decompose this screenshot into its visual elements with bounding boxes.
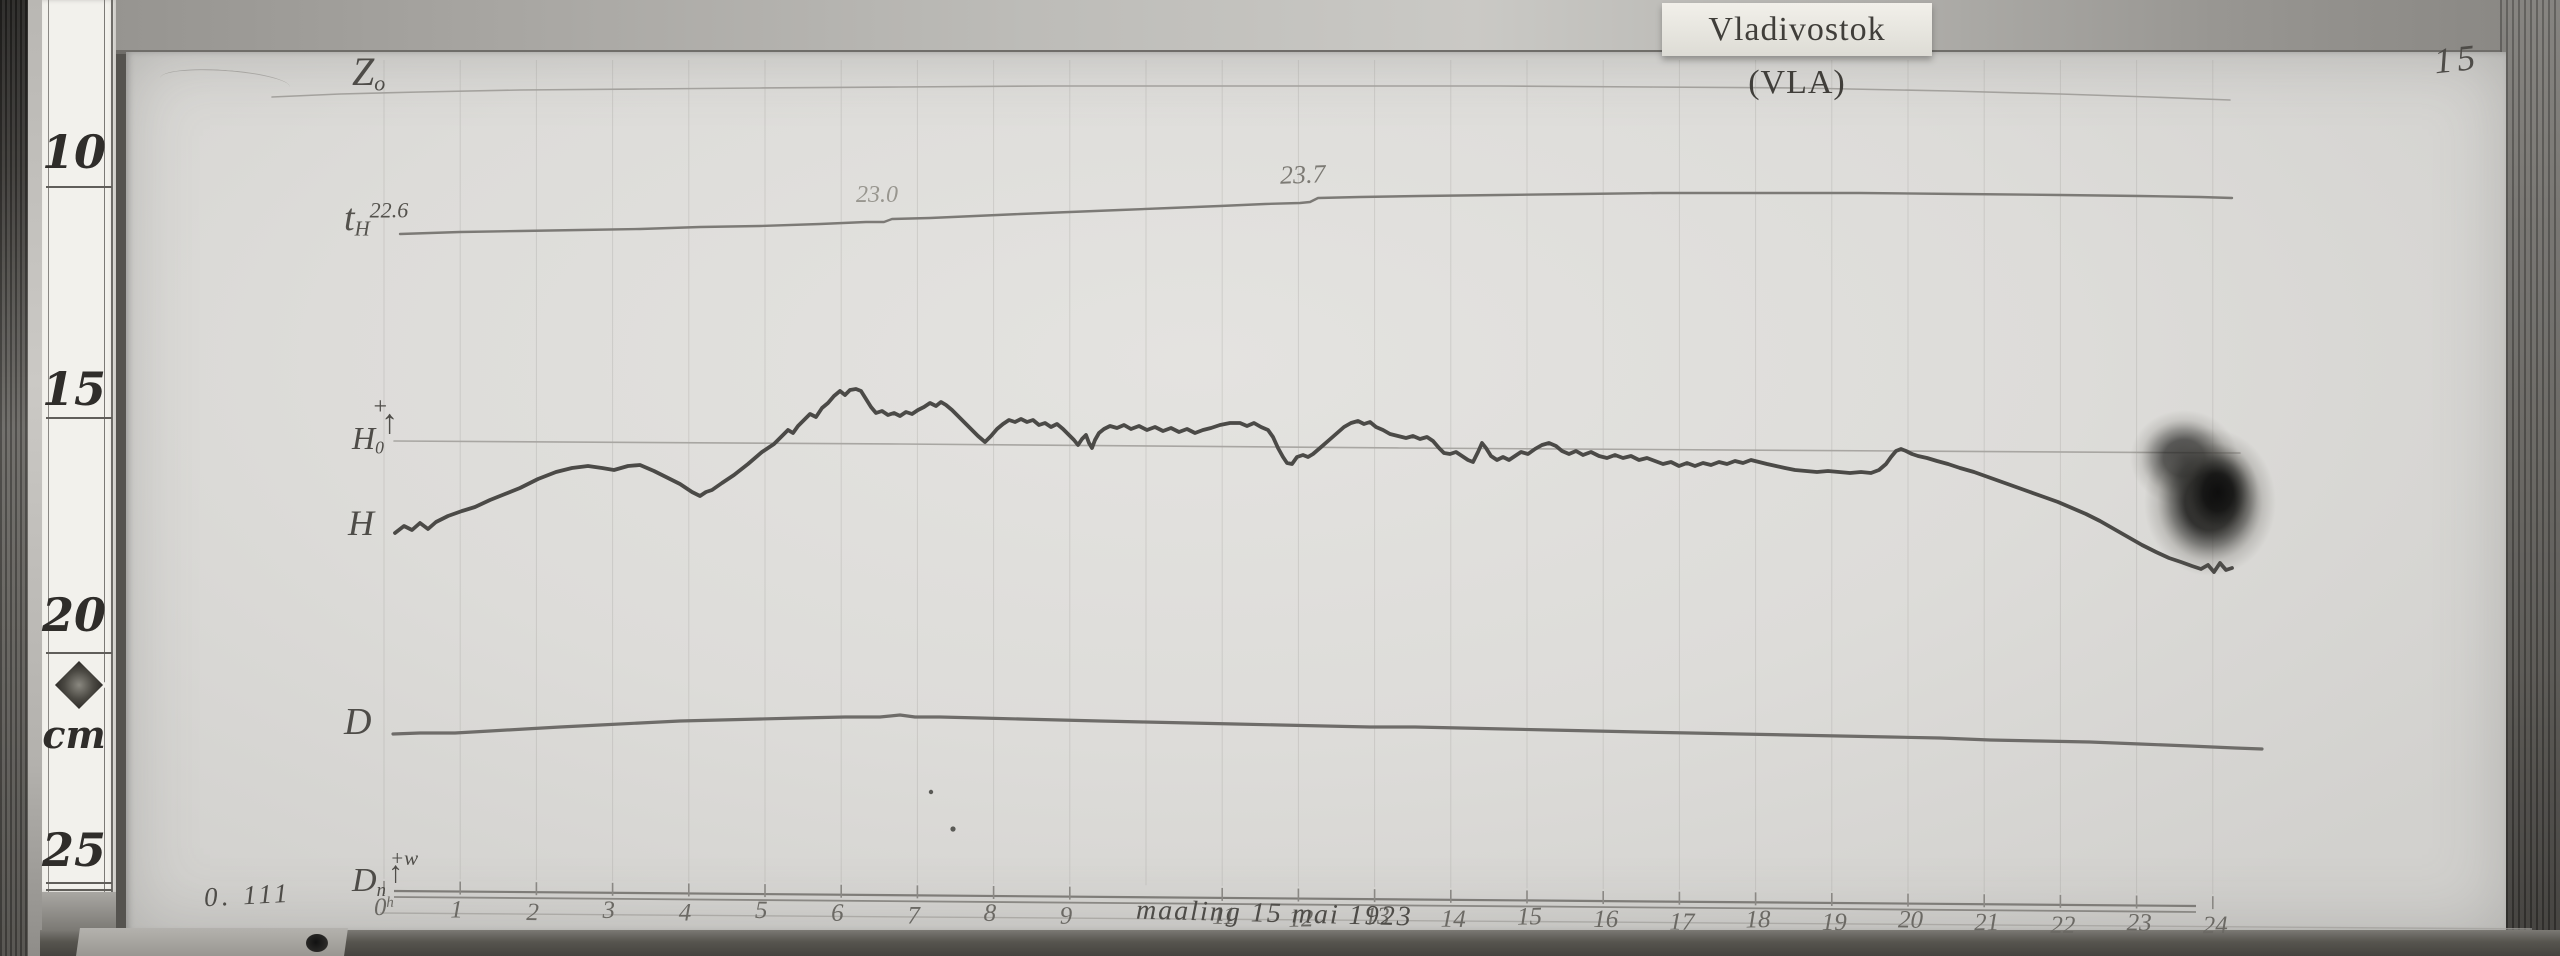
table-bottom-band xyxy=(40,930,2560,956)
corner-pencil-note: 0. 111 xyxy=(203,877,293,913)
t-letter: t xyxy=(344,197,355,239)
label-d-trace: D xyxy=(344,701,372,743)
dn-subscript: n xyxy=(376,879,386,901)
dn-plus-w-sign: +w xyxy=(390,846,419,870)
temperature-note-right: 23.7 xyxy=(1279,159,1326,190)
ruler-border-line xyxy=(111,0,113,892)
ruler-tick xyxy=(46,889,112,891)
ruler-tick xyxy=(46,417,112,419)
punch-hole xyxy=(306,934,328,952)
cm-ruler: cm 10 15 20 25 xyxy=(42,0,116,892)
ruler-tick xyxy=(46,186,112,188)
h0-letter: H xyxy=(352,420,376,456)
ruler-unit-label: cm xyxy=(42,712,106,757)
label-d-baseline: Dn xyxy=(352,862,386,902)
label-h0-baseline: H0 xyxy=(352,420,384,459)
diamond-stamp-icon xyxy=(54,660,104,710)
ruler-tick xyxy=(46,882,112,884)
ruler-border-line xyxy=(48,0,49,892)
dn-up-arrow-icon: ↑ xyxy=(388,856,403,889)
t-value-superscript: 22.6 xyxy=(369,197,409,223)
label-z-baseline: Zo xyxy=(352,48,385,97)
h0-plus-sign: + xyxy=(372,394,389,420)
paper-stack-edge xyxy=(28,0,42,956)
temperature-note-mid: 23.0 xyxy=(856,182,898,208)
z-subscript: o xyxy=(374,70,386,96)
dn-letter: D xyxy=(352,862,377,899)
ruler-mark-20: 20 xyxy=(42,588,107,642)
ruler-mark-10: 10 xyxy=(42,125,107,179)
ruler-mark-25: 25 xyxy=(42,823,107,877)
z-letter: Z xyxy=(352,49,375,94)
table-wood-left xyxy=(0,0,28,956)
h0-subscript: 0 xyxy=(375,437,384,458)
table-top-band xyxy=(42,0,2512,54)
label-temperature: tH22.6 xyxy=(344,196,408,242)
date-note: maaling 15 mai 1923 xyxy=(1135,894,1414,933)
sheet-number: 15 xyxy=(2432,36,2482,82)
ruler-mark-15: 15 xyxy=(42,362,107,416)
ruler-tick xyxy=(46,652,112,654)
ruler-border-line xyxy=(104,0,105,892)
station-label: Vladivostok (VLA) xyxy=(1662,3,1932,101)
t-subscript: H xyxy=(354,216,370,241)
label-h-trace: H xyxy=(348,503,374,543)
h0-up-arrow-icon: ↑ xyxy=(381,404,398,441)
table-wood-right xyxy=(2500,0,2560,956)
